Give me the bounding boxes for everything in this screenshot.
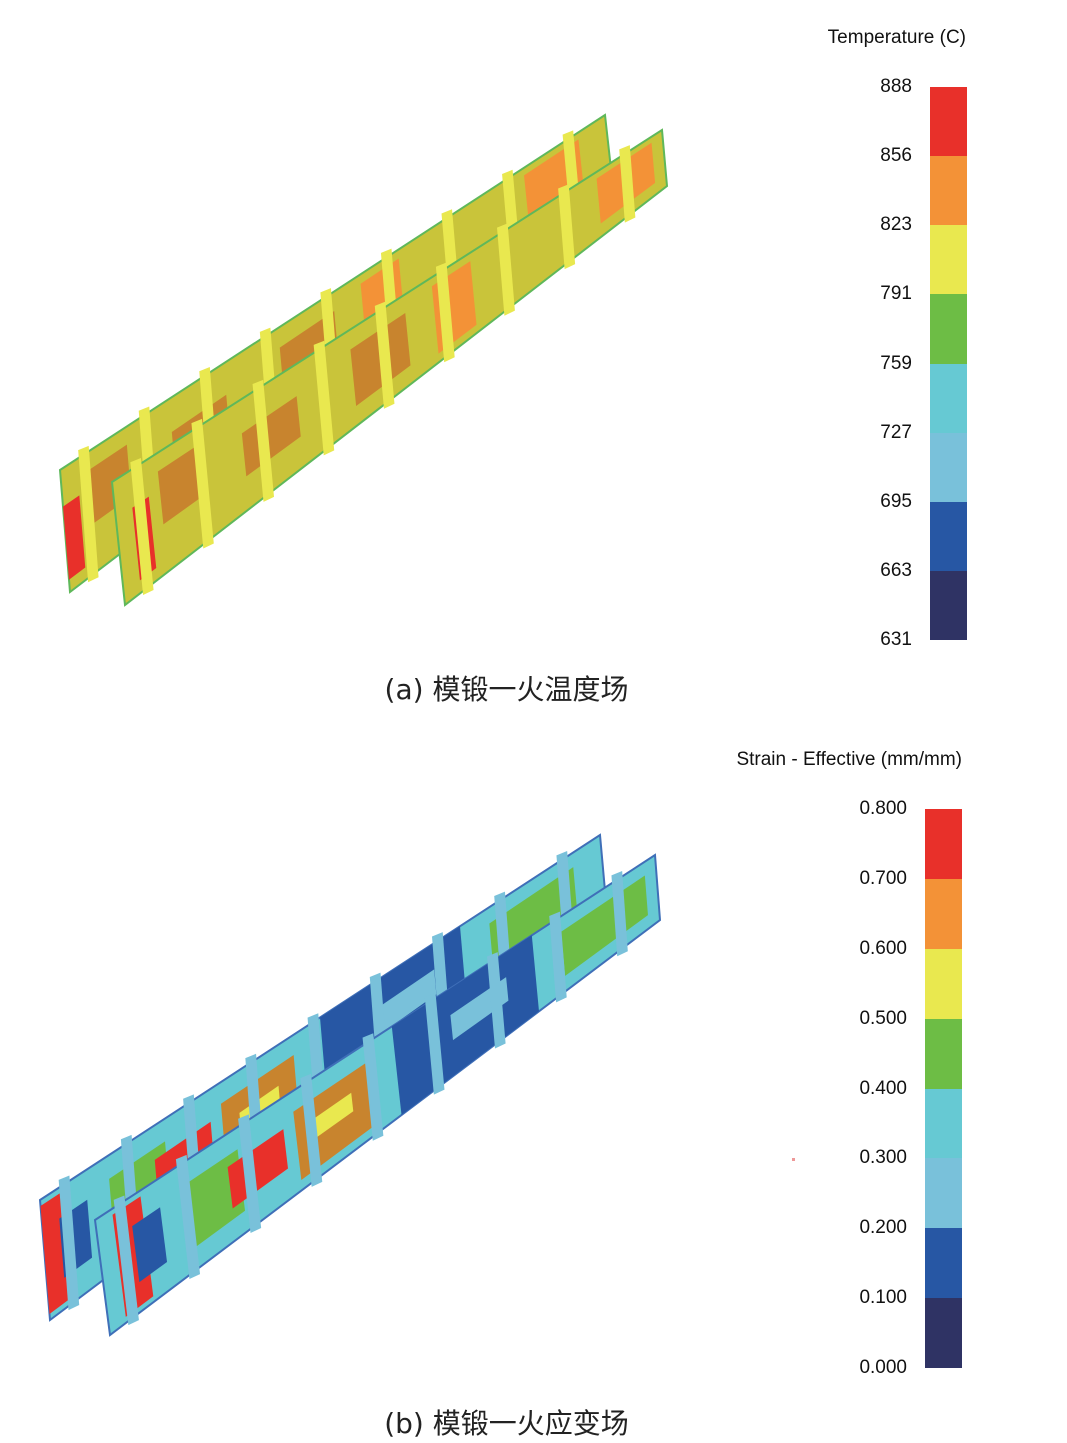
transverse-rib xyxy=(300,1073,323,1187)
colorbar-band xyxy=(930,570,967,640)
colorbar-tick-label: 888 xyxy=(880,76,912,97)
stray-dot xyxy=(792,1158,795,1161)
colorbar-band xyxy=(925,1158,962,1229)
caption-a: (a) 模锻一火温度场 xyxy=(384,673,629,706)
colorbar-band xyxy=(930,501,967,571)
colorbar-band xyxy=(925,948,962,1019)
colorbar-tick-label: 695 xyxy=(880,490,912,512)
strain-legend-title: Strain - Effective (mm/mm) xyxy=(736,749,962,770)
transverse-rib xyxy=(424,992,445,1095)
colorbar-tick-label: 791 xyxy=(880,283,912,305)
colorbar-band xyxy=(930,432,967,502)
colorbar-band xyxy=(925,1018,962,1089)
transverse-rib xyxy=(558,184,576,270)
colorbar-tick-label: 0.600 xyxy=(859,937,907,959)
colorbar-tick-label: 0.700 xyxy=(859,867,907,889)
transverse-rib xyxy=(619,145,636,223)
transverse-rib xyxy=(175,1154,201,1280)
contour-patch xyxy=(312,1092,354,1139)
transverse-rib xyxy=(435,262,455,363)
transverse-rib xyxy=(549,911,567,1003)
transverse-rib xyxy=(313,340,335,456)
contour-patch xyxy=(489,867,577,971)
contour-patch xyxy=(378,969,437,1034)
colorbar-tick-label: 0.000 xyxy=(859,1357,907,1378)
transverse-rib xyxy=(497,223,515,316)
transverse-rib xyxy=(130,458,154,596)
colorbar-band xyxy=(925,1228,962,1299)
temperature-legend-title: Temperature (C) xyxy=(827,27,966,48)
colorbar-band xyxy=(925,878,962,949)
colorbar-tick-label: 0.100 xyxy=(859,1287,907,1309)
transverse-rib xyxy=(78,445,99,583)
contour-patch xyxy=(132,1207,168,1283)
transverse-rib xyxy=(374,301,395,409)
colorbar-tick-label: 727 xyxy=(880,421,912,443)
strain-model-render xyxy=(38,833,662,1337)
temperature-colorbar xyxy=(930,87,967,640)
temperature-model-render xyxy=(58,113,669,607)
colorbar-tick-label: 631 xyxy=(880,629,912,650)
colorbar-band xyxy=(925,1088,962,1159)
transverse-rib xyxy=(113,1195,139,1326)
transverse-rib xyxy=(191,418,214,549)
transverse-rib xyxy=(58,1175,80,1311)
temperature-panel: Temperature (C) 888 856 823 791 759 727 695 663… xyxy=(0,0,1067,720)
transverse-rib xyxy=(362,1033,384,1141)
contour-patch xyxy=(241,396,301,477)
contour-patch xyxy=(561,875,648,976)
colorbar-tick-label: 856 xyxy=(880,145,912,167)
colorbar-tick-label: 0.200 xyxy=(859,1217,907,1239)
colorbar-band xyxy=(930,294,967,364)
transverse-rib xyxy=(238,1114,262,1233)
caption-b: (b) 模锻一火应变场 xyxy=(384,1407,629,1440)
colorbar-band xyxy=(925,809,962,879)
contour-patch xyxy=(157,446,202,525)
colorbar-band xyxy=(930,363,967,433)
colorbar-tick-label: 759 xyxy=(880,352,912,374)
contour-patch xyxy=(227,1129,288,1209)
colorbar-band xyxy=(930,156,967,226)
colorbar-tick-label: 0.400 xyxy=(859,1077,907,1099)
transverse-rib xyxy=(487,952,506,1049)
contour-patch xyxy=(63,495,86,580)
colorbar-band xyxy=(930,225,967,295)
colorbar-tick-label: 0.500 xyxy=(859,1007,907,1029)
strain-colorbar xyxy=(925,809,962,1368)
colorbar-tick-label: 823 xyxy=(880,214,912,236)
colorbar-tick-label: 0.300 xyxy=(859,1147,907,1169)
transverse-rib xyxy=(611,871,628,957)
transverse-rib xyxy=(252,379,275,502)
colorbar-tick-label: 0.800 xyxy=(859,798,907,819)
colorbar-tick-label: 663 xyxy=(880,559,912,581)
strain-panel: Strain - Effective (mm/mm) 0.800 0.700 0.6… xyxy=(0,720,1067,1443)
colorbar-band xyxy=(930,87,967,157)
colorbar-band xyxy=(925,1298,962,1368)
